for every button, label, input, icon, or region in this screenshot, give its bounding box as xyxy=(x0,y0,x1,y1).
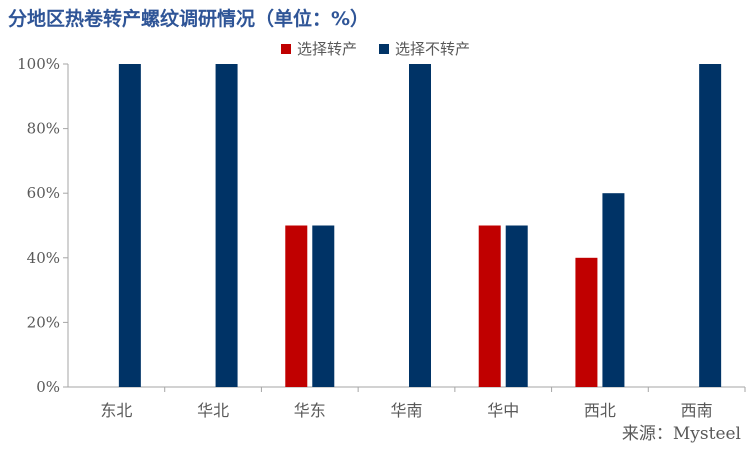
bar-series-2 xyxy=(602,193,625,387)
bar-series-1 xyxy=(575,257,598,387)
x-tick-label: 华北 xyxy=(197,401,229,420)
bar-series-2 xyxy=(312,225,335,387)
bar-series-1 xyxy=(285,225,308,387)
bar-series-2 xyxy=(699,64,722,387)
y-tick-label: 20% xyxy=(27,313,60,331)
legend-item-series-2: 选择不转产 xyxy=(379,38,470,59)
x-tick-label: 华中 xyxy=(487,401,519,420)
source-note: 来源：Mysteel xyxy=(621,424,741,444)
legend-swatch-series-2 xyxy=(379,43,389,54)
bar-series-2 xyxy=(215,64,238,387)
bar-series-2 xyxy=(505,225,528,387)
x-tick-label: 华东 xyxy=(294,401,326,420)
x-tick-label: 东北 xyxy=(100,401,132,420)
x-tick-label: 西南 xyxy=(681,401,713,420)
x-tick-label: 西北 xyxy=(584,401,616,420)
chart-title: 分地区热卷转产螺纹调研情况（单位：%） xyxy=(8,8,370,30)
legend: 选择转产 选择不转产 xyxy=(0,38,751,59)
y-tick-label: 80% xyxy=(27,120,60,138)
y-tick-label: 100% xyxy=(17,55,60,73)
y-tick-label: 40% xyxy=(27,249,60,267)
legend-label-series-2: 选择不转产 xyxy=(395,40,471,58)
bar-series-1 xyxy=(478,225,501,387)
x-tick-label: 华南 xyxy=(390,401,422,420)
legend-label-series-1: 选择转产 xyxy=(296,40,357,58)
y-tick-label: 0% xyxy=(36,378,60,396)
legend-swatch-series-1 xyxy=(280,43,291,54)
y-tick-label: 60% xyxy=(27,184,60,202)
legend-item-series-1: 选择转产 xyxy=(280,38,357,59)
bar-series-2 xyxy=(118,64,141,387)
bar-series-2 xyxy=(409,64,431,387)
